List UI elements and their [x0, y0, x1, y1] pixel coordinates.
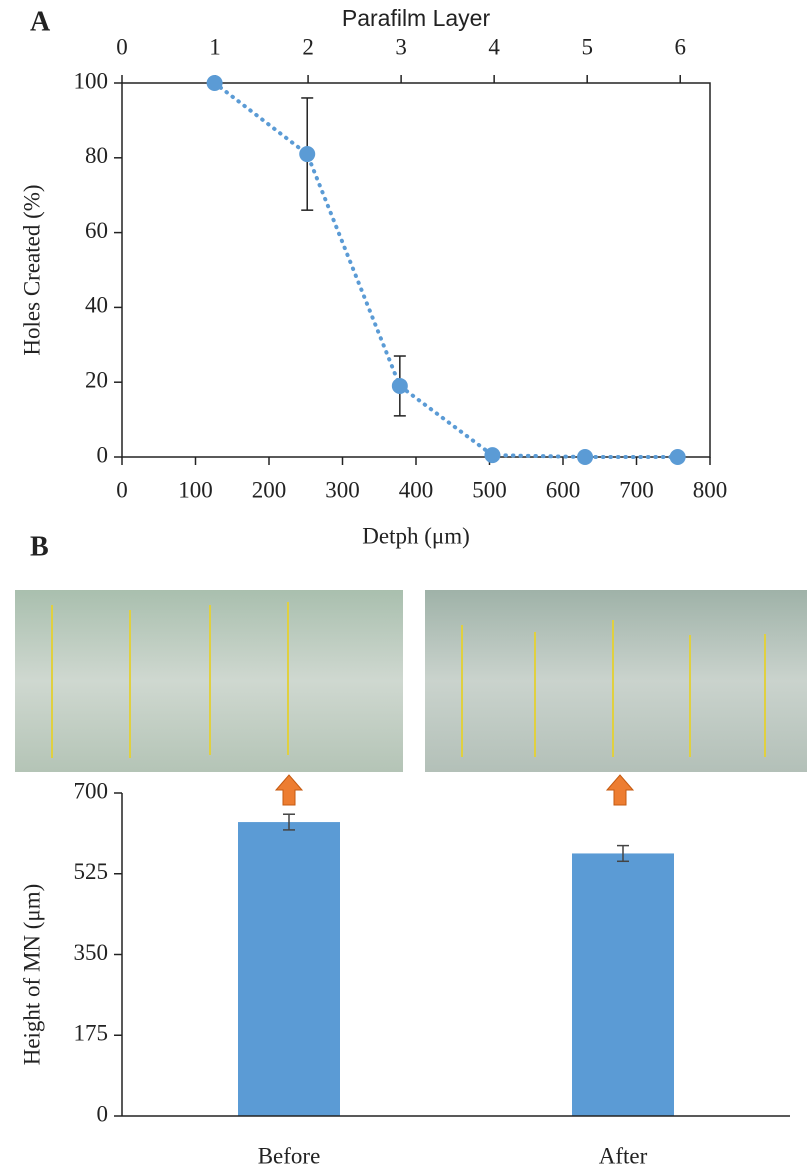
x-tick-label: 200	[252, 477, 287, 502]
data-line	[212, 81, 680, 459]
photo-after	[425, 590, 807, 772]
x2-tick-label: 5	[581, 34, 593, 59]
data-point	[391, 377, 408, 394]
x-tick-label: 500	[472, 477, 507, 502]
panel-label: B	[30, 531, 49, 562]
panel-label: A	[30, 6, 51, 37]
bar	[572, 853, 674, 1116]
data-point	[484, 447, 501, 464]
data-point	[299, 146, 316, 163]
x-tick-label: 100	[178, 477, 213, 502]
x2-tick-label: 0	[116, 34, 128, 59]
data-point	[669, 449, 686, 465]
plot-frame	[121, 82, 711, 458]
x2-axis-title: Parafilm Layer	[342, 5, 491, 31]
photo-before	[15, 590, 403, 772]
y-tick-label: 175	[74, 1021, 109, 1046]
x2-tick-label: 3	[395, 34, 407, 59]
y-tick-label: 0	[97, 442, 109, 467]
y-tick-label: 350	[74, 940, 109, 965]
y-axis-title: Height of MN (μm)	[19, 884, 44, 1066]
arrows	[274, 774, 635, 806]
y-tick-label: 525	[74, 859, 109, 884]
y-tick-label: 40	[85, 293, 108, 318]
x-tick-label: After	[599, 1143, 648, 1168]
data-point	[577, 449, 594, 465]
x2-tick-label: 1	[209, 34, 221, 59]
x-tick-label: 400	[399, 477, 434, 502]
data-point	[206, 75, 223, 91]
y-tick-label: 60	[85, 218, 108, 243]
y-tick-label: 700	[74, 778, 109, 803]
y-tick-label: 20	[85, 367, 108, 392]
x2-tick-label: 6	[674, 34, 686, 59]
x-tick-label: 600	[546, 477, 581, 502]
x-tick-label: 300	[325, 477, 360, 502]
x-axis-title: Detph (μm)	[362, 523, 470, 548]
x2-tick-label: 4	[488, 34, 500, 59]
x2-tick-label: 2	[302, 34, 314, 59]
y-tick-label: 0	[97, 1101, 109, 1126]
x-tick-label: 800	[693, 477, 728, 502]
y-tick-label: 100	[74, 68, 109, 93]
y-axis-title: Holes Created (%)	[19, 184, 44, 355]
x-tick-label: 0	[116, 477, 128, 502]
bar	[238, 822, 340, 1116]
x-tick-label: Before	[258, 1143, 321, 1168]
y-tick-label: 80	[85, 143, 108, 168]
x-tick-label: 700	[619, 477, 654, 502]
